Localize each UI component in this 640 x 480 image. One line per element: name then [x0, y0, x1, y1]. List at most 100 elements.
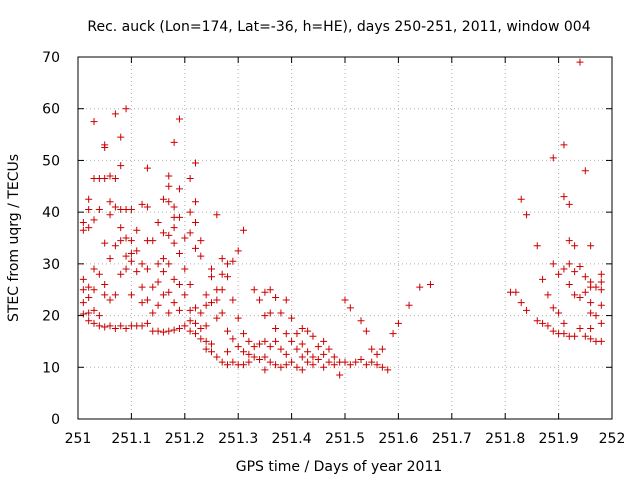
data-point: [261, 366, 269, 374]
data-point: [373, 350, 381, 358]
data-point: [544, 291, 552, 299]
data-point: [101, 175, 109, 183]
data-point: [218, 255, 226, 263]
data-point: [272, 337, 280, 345]
y-axis-label: STEC from uqrg / TECUs: [6, 154, 22, 322]
data-point: [143, 203, 151, 211]
data-point: [560, 193, 568, 201]
data-points: [79, 58, 605, 379]
y-tick-label: 40: [42, 205, 60, 221]
data-point: [405, 301, 413, 309]
data-point: [384, 366, 392, 374]
data-point: [549, 304, 557, 312]
data-point: [208, 273, 215, 281]
data-point: [191, 244, 199, 252]
data-point: [117, 270, 125, 278]
y-tick-labels: 0 10 20 30 40 50 60 70: [42, 50, 60, 428]
data-point: [357, 356, 365, 364]
data-point: [560, 330, 568, 338]
data-point: [304, 348, 312, 356]
data-point: [111, 325, 119, 332]
data-point: [111, 175, 119, 183]
data-point: [282, 350, 290, 358]
data-point: [170, 224, 178, 232]
data-point: [330, 361, 338, 369]
data-point: [597, 319, 605, 327]
data-point: [250, 286, 258, 294]
data-point: [266, 309, 274, 317]
data-point: [133, 247, 141, 255]
data-point: [191, 159, 199, 167]
data-point: [282, 361, 290, 369]
data-point: [95, 322, 103, 330]
data-point: [165, 288, 173, 296]
data-point: [293, 330, 301, 338]
data-point: [101, 281, 109, 289]
data-point: [111, 242, 119, 250]
data-point: [581, 273, 589, 281]
data-point: [224, 348, 232, 356]
data-point: [159, 229, 167, 237]
data-point: [288, 337, 296, 345]
data-point: [272, 361, 280, 369]
data-point: [117, 237, 125, 245]
axis-ticks: [77, 56, 613, 420]
data-point: [224, 273, 232, 281]
data-point: [197, 237, 205, 245]
data-point: [309, 353, 317, 361]
data-point: [560, 141, 568, 149]
data-point: [240, 226, 248, 234]
data-point: [293, 345, 301, 353]
data-point: [309, 332, 317, 340]
data-point: [85, 224, 93, 232]
data-point: [341, 358, 349, 366]
data-point: [261, 288, 269, 296]
data-point: [165, 198, 173, 206]
data-point: [90, 265, 98, 273]
data-point: [186, 175, 194, 183]
data-point: [79, 275, 87, 283]
data-point: [191, 198, 199, 206]
data-point: [229, 335, 237, 343]
data-point: [106, 172, 114, 180]
data-point: [389, 330, 397, 338]
data-point: [165, 309, 173, 317]
data-point: [127, 291, 135, 299]
data-point: [266, 286, 274, 294]
data-point: [202, 291, 210, 299]
data-point: [159, 195, 167, 203]
data-point: [186, 317, 194, 325]
data-point: [325, 358, 333, 366]
y-tick-label: 30: [42, 257, 60, 273]
data-point: [517, 299, 525, 307]
data-point: [191, 330, 199, 338]
data-point: [587, 299, 595, 307]
data-point: [539, 275, 547, 283]
data-point: [90, 216, 98, 224]
data-point: [378, 345, 386, 353]
data-point: [298, 366, 306, 374]
data-point: [224, 327, 232, 335]
data-point: [138, 299, 146, 307]
data-point: [426, 281, 434, 289]
data-point: [165, 231, 173, 239]
x-axis-label: GPS time / Days of year 2011: [236, 459, 443, 475]
data-point: [101, 144, 109, 151]
data-point: [394, 319, 402, 327]
y-tick-label: 60: [42, 102, 60, 118]
data-point: [165, 172, 173, 180]
data-point: [581, 332, 589, 340]
data-point: [127, 250, 135, 258]
data-point: [106, 198, 114, 206]
data-point: [101, 323, 109, 331]
data-point: [159, 291, 167, 299]
data-point: [555, 309, 563, 317]
data-point: [143, 296, 151, 304]
data-point: [587, 335, 595, 343]
data-point: [229, 358, 237, 366]
data-point: [85, 293, 93, 301]
data-point: [175, 306, 183, 314]
data-point: [197, 309, 205, 317]
data-point: [197, 325, 205, 332]
